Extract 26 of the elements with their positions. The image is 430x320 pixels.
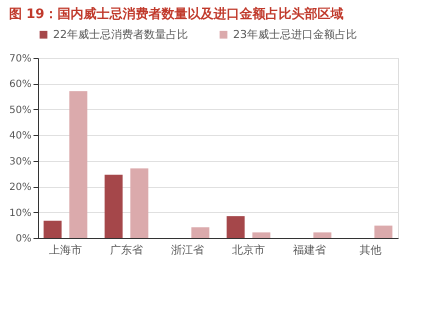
x-tick-label: 北京市	[232, 244, 266, 256]
y-tick-label: 20%	[9, 182, 32, 194]
x-tick-label: 其他	[360, 244, 382, 256]
y-tick-label: 50%	[9, 104, 32, 116]
bar	[130, 168, 148, 238]
chart-title: 图 19：国内威士忌消费者数量以及进口金额占比头部区域	[8, 6, 344, 22]
y-tick-label: 40%	[9, 130, 32, 142]
y-tick-label: 0%	[16, 234, 32, 244]
bar	[313, 232, 332, 238]
bar	[374, 226, 392, 238]
bar	[252, 232, 270, 238]
legend-label: 22年威士忌消费者数量占比	[53, 28, 188, 41]
legend-label: 23年威士忌进口金额占比	[233, 28, 357, 41]
bar	[69, 91, 88, 238]
bar	[191, 227, 210, 238]
y-tick-label: 70%	[9, 54, 32, 64]
bar	[44, 220, 62, 238]
x-tick-label: 上海市	[48, 244, 82, 256]
x-tick-label: 广东省	[110, 244, 143, 256]
y-tick-label: 10%	[9, 208, 32, 219]
y-tick-label: 30%	[9, 156, 32, 168]
x-tick-label: 浙江省	[170, 244, 204, 256]
x-tick-label: 福建省	[293, 244, 326, 256]
bar	[226, 216, 245, 238]
bar	[104, 174, 123, 238]
y-tick-label: 60%	[9, 79, 32, 90]
